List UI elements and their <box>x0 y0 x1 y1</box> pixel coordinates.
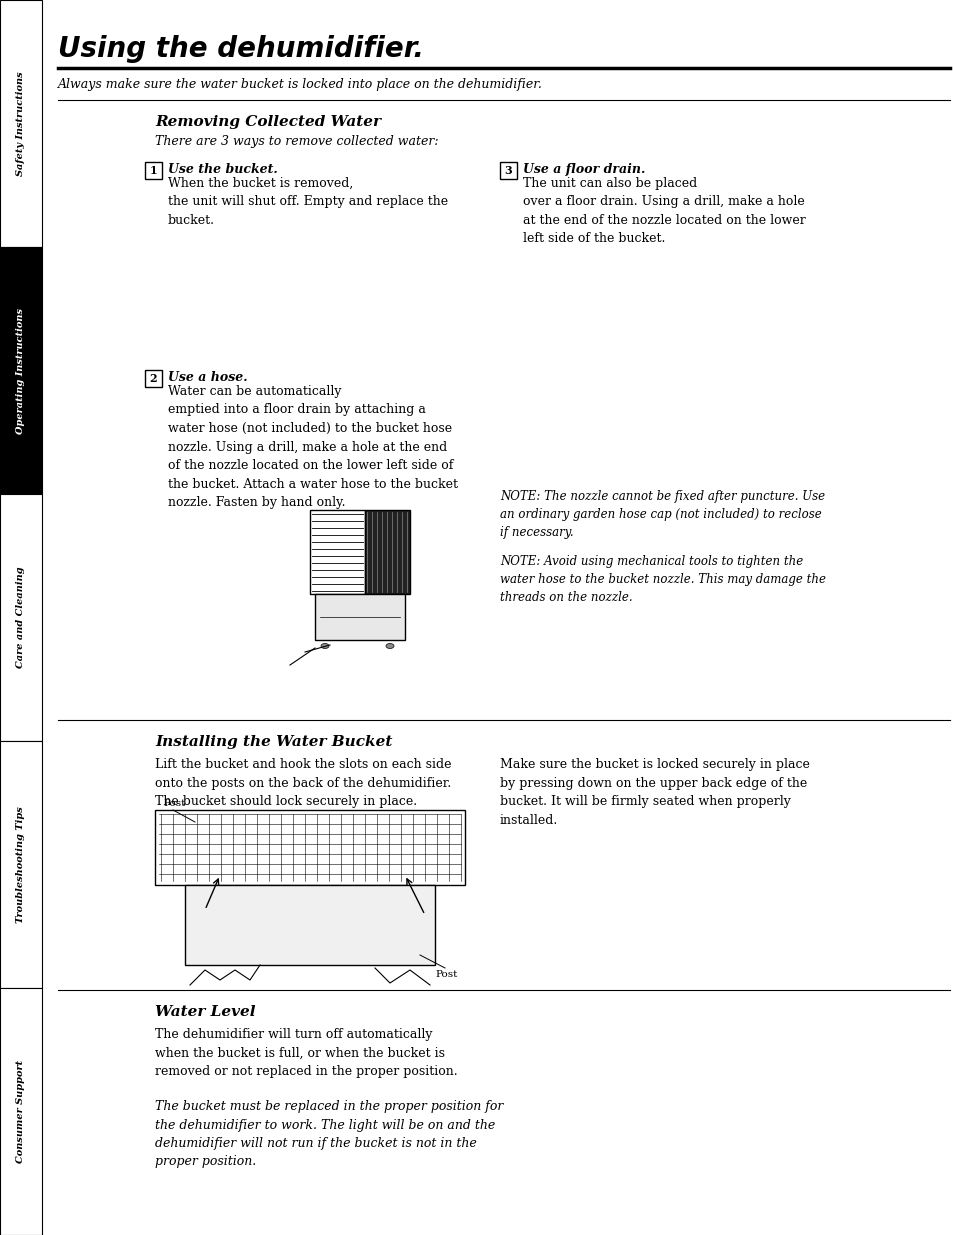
Text: NOTE: Avoid using mechanical tools to tighten the
water hose to the bucket nozzl: NOTE: Avoid using mechanical tools to ti… <box>499 555 825 604</box>
Text: Use a floor drain.: Use a floor drain. <box>522 163 644 177</box>
Ellipse shape <box>386 643 394 648</box>
Bar <box>310 510 365 594</box>
Bar <box>145 370 162 387</box>
Bar <box>0 988 42 1235</box>
Bar <box>0 494 42 741</box>
Text: Water Level: Water Level <box>154 1005 255 1019</box>
Text: Use a hose.: Use a hose. <box>168 370 248 384</box>
Text: 2: 2 <box>150 373 157 384</box>
Text: The unit can also be placed
over a floor drain. Using a drill, make a hole
at th: The unit can also be placed over a floor… <box>522 177 805 246</box>
Bar <box>145 162 162 179</box>
Bar <box>0 247 42 494</box>
Text: Use the bucket.: Use the bucket. <box>168 163 277 177</box>
Text: Troubleshooting Tips: Troubleshooting Tips <box>16 806 26 923</box>
Text: Care and Cleaning: Care and Cleaning <box>16 567 26 668</box>
Bar <box>185 885 435 965</box>
Text: Operating Instructions: Operating Instructions <box>16 308 26 433</box>
Bar <box>0 0 42 247</box>
Text: The bucket must be replaced in the proper position for
the dehumidifier to work.: The bucket must be replaced in the prope… <box>154 1100 503 1168</box>
Text: When the bucket is removed,
the unit will shut off. Empty and replace the
bucket: When the bucket is removed, the unit wil… <box>168 177 448 227</box>
Text: Lift the bucket and hook the slots on each side
onto the posts on the back of th: Lift the bucket and hook the slots on ea… <box>154 758 451 808</box>
Text: NOTE: The nozzle cannot be fixed after puncture. Use
an ordinary garden hose cap: NOTE: The nozzle cannot be fixed after p… <box>499 490 824 538</box>
Text: Safety Instructions: Safety Instructions <box>16 72 26 175</box>
Ellipse shape <box>320 643 329 648</box>
Text: 3: 3 <box>504 165 512 177</box>
Bar <box>154 810 464 885</box>
Text: The dehumidifier will turn off automatically
when the bucket is full, or when th: The dehumidifier will turn off automatic… <box>154 1028 457 1078</box>
Text: There are 3 ways to remove collected water:: There are 3 ways to remove collected wat… <box>154 135 438 148</box>
Bar <box>314 594 405 640</box>
Text: Using the dehumidifier.: Using the dehumidifier. <box>58 35 423 63</box>
Text: 1: 1 <box>150 165 157 177</box>
Text: Make sure the bucket is locked securely in place
by pressing down on the upper b: Make sure the bucket is locked securely … <box>499 758 809 826</box>
Text: Consumer Support: Consumer Support <box>16 1060 26 1163</box>
Text: Installing the Water Bucket: Installing the Water Bucket <box>154 735 392 748</box>
Bar <box>499 162 517 179</box>
Text: Removing Collected Water: Removing Collected Water <box>154 115 380 128</box>
Bar <box>365 510 410 594</box>
Bar <box>0 741 42 988</box>
Text: Post: Post <box>163 799 185 808</box>
Text: Always make sure the water bucket is locked into place on the dehumidifier.: Always make sure the water bucket is loc… <box>58 78 542 91</box>
Text: Post: Post <box>435 969 456 979</box>
Text: Water can be automatically
emptied into a floor drain by attaching a
water hose : Water can be automatically emptied into … <box>168 385 457 509</box>
